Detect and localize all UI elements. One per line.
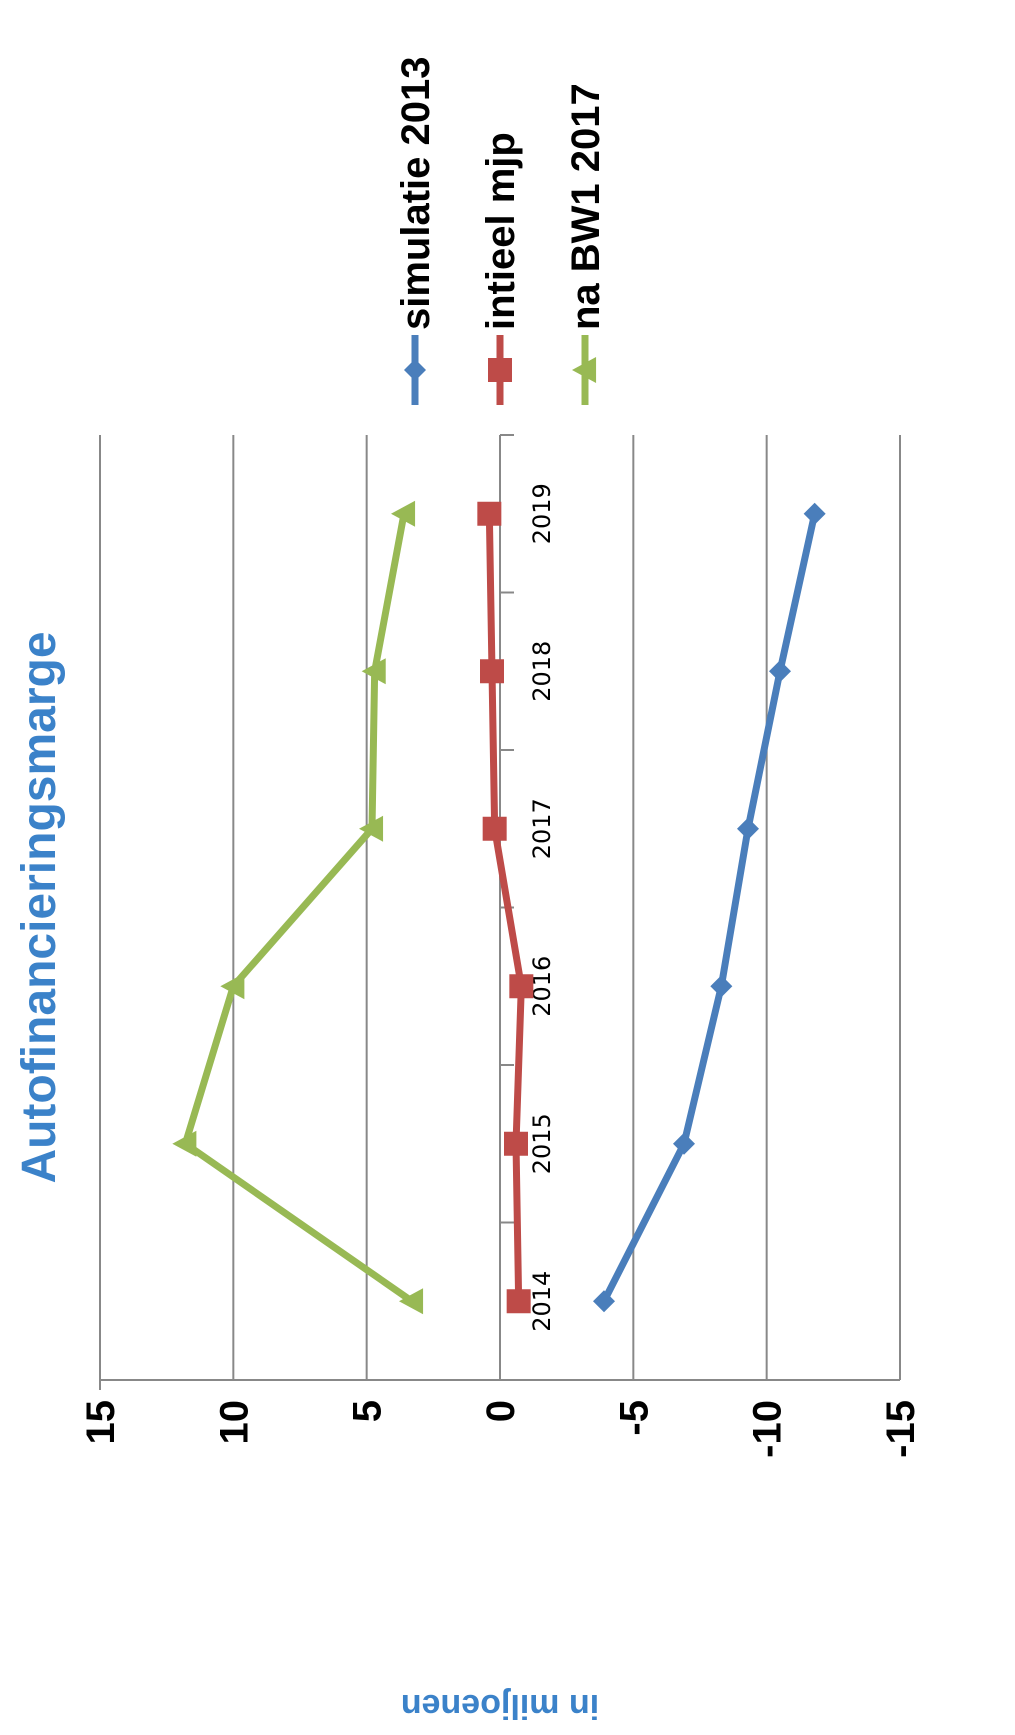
data-point <box>361 658 386 685</box>
data-point <box>737 817 759 840</box>
y-tick-label: -5 <box>612 1400 656 1436</box>
series-1 <box>593 502 826 1313</box>
series-line <box>485 513 525 1302</box>
y-tick-labels: 15 10 5 0 -5 -10 -15 <box>79 1400 923 1458</box>
y-tick-label: 5 <box>346 1400 390 1422</box>
chart-title: Autofinancieringsmarge <box>13 631 66 1183</box>
data-point <box>769 660 791 683</box>
series-2 <box>477 501 534 1314</box>
x-tick-label: 2014 <box>528 1271 556 1332</box>
series-line <box>181 513 414 1305</box>
data-point <box>509 974 534 999</box>
legend[interactable]: simulatie 2013 intieel mjp na BW1 2017 <box>394 57 608 406</box>
legend-label: intieel mjp <box>479 132 523 330</box>
legend-label: simulatie 2013 <box>394 57 438 331</box>
y-tick-label: 10 <box>212 1400 256 1445</box>
data-point <box>477 501 502 526</box>
y-axis-label: in miljoenen <box>401 1687 599 1725</box>
data-point <box>220 973 245 1000</box>
y-tick-label: -15 <box>879 1400 923 1458</box>
chart-rotated-group: Autofinancieringsmarge in miljoenen 15 10… <box>13 57 923 1726</box>
x-tick-label: 2019 <box>528 483 556 544</box>
x-tick-label: 2018 <box>528 641 556 702</box>
data-point <box>506 1289 531 1314</box>
legend-item: na BW1 2017 <box>564 83 608 405</box>
y-tick-label: -10 <box>746 1400 790 1458</box>
data-point <box>710 975 733 998</box>
legend-marker <box>488 358 512 382</box>
y-tick-label: 0 <box>479 1400 523 1422</box>
data-point <box>480 659 504 684</box>
series-group <box>172 500 826 1315</box>
data-point <box>504 1131 528 1156</box>
series-3 <box>172 500 424 1315</box>
data-point <box>399 1288 424 1315</box>
series-line <box>600 512 819 1303</box>
data-point <box>803 502 826 525</box>
axes <box>99 434 900 1390</box>
x-tick-label: 2015 <box>528 1113 556 1174</box>
legend-item: intieel mjp <box>479 132 523 405</box>
legend-item: simulatie 2013 <box>394 57 438 405</box>
y-tick-label: 15 <box>79 1400 123 1445</box>
legend-marker <box>404 359 426 381</box>
x-tick-label: 2017 <box>528 798 556 859</box>
data-point <box>673 1132 695 1155</box>
legend-marker <box>572 357 597 383</box>
data-point <box>359 815 384 842</box>
data-point <box>482 816 507 841</box>
data-point <box>391 500 416 527</box>
legend-label: na BW1 2017 <box>564 83 608 330</box>
data-point <box>172 1130 197 1157</box>
data-point <box>593 1290 615 1313</box>
